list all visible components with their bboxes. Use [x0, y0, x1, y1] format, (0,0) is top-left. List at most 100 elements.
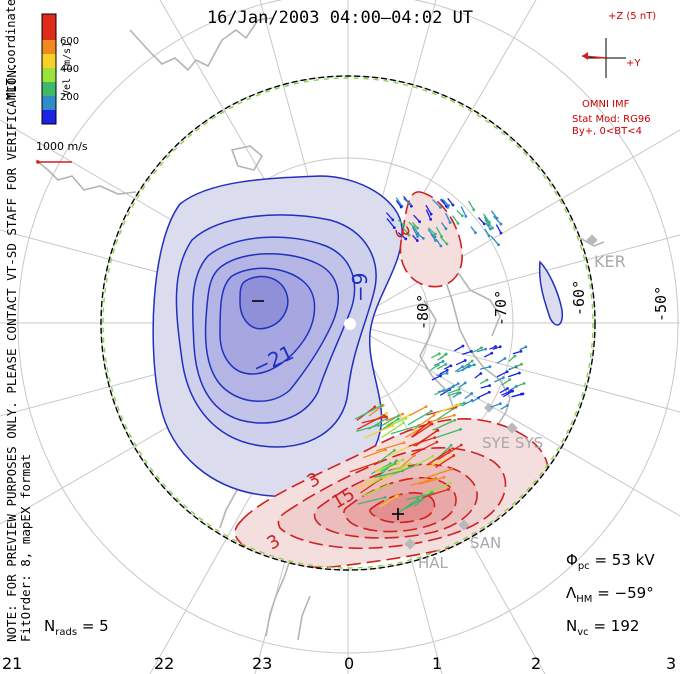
station-label-hal: HAL	[418, 554, 448, 572]
imf-dial	[581, 38, 626, 78]
mlt-label-22: 22	[154, 654, 175, 673]
velocity-vector-origin	[429, 409, 433, 413]
velocity-vector-origin	[452, 454, 456, 457]
colorbar-tick-400: 400	[60, 64, 80, 75]
velocity-vector-origin	[424, 405, 428, 409]
velocity-vector-origin	[479, 372, 483, 375]
velocity-vector-origin	[394, 459, 398, 463]
velocity-vector-origin	[517, 371, 521, 375]
velocity-vector-origin	[491, 226, 495, 230]
velocity-vector-origin	[399, 205, 403, 209]
velocity-vector-origin	[456, 382, 460, 386]
velocity-vector-origin	[416, 235, 420, 238]
velocity-vector-origin	[463, 359, 467, 362]
neg-extra-cell	[538, 260, 564, 326]
velocity-vector-origin	[488, 220, 491, 224]
velocity-vector	[418, 476, 445, 485]
velocity-vector-origin	[498, 345, 502, 349]
velocity-vector-origin	[396, 414, 400, 418]
velocity-vector	[477, 391, 490, 399]
velocity-vector	[440, 198, 447, 207]
velocity-vector	[507, 372, 520, 378]
velocity-vector	[357, 477, 377, 490]
vector-scale-label: 1000 m/s	[36, 140, 88, 153]
velocity-vector	[436, 363, 447, 370]
stat-model-label: Stat Mod: RG96	[572, 114, 651, 125]
velocity-colorbar	[41, 13, 57, 125]
velocity-vector-origin	[451, 203, 455, 207]
velocity-vector-origin	[444, 352, 448, 356]
velocity-vector-origin	[470, 392, 474, 395]
velocity-vector-origin	[447, 487, 450, 491]
velocity-vector-origin	[401, 458, 405, 462]
velocity-vector	[454, 366, 463, 373]
mlt-label-3: 3	[666, 654, 677, 673]
velocity-vector-origin	[441, 360, 445, 363]
mlt-label-21: 21	[2, 654, 23, 673]
velocity-vector-origin	[429, 212, 433, 216]
velocity-vector	[431, 353, 440, 359]
velocity-vector-origin	[490, 351, 494, 355]
colorbar-swatch	[42, 54, 56, 68]
negative-convection-cell	[152, 175, 564, 498]
velocity-vector-origin	[505, 404, 509, 407]
velocity-vector	[410, 421, 430, 438]
station-marker-sys	[484, 402, 494, 413]
velocity-vector	[395, 197, 403, 207]
velocity-vector	[433, 360, 444, 367]
velocity-vector	[380, 462, 396, 473]
velocity-vector	[422, 468, 452, 480]
velocity-vector-origin	[506, 387, 509, 390]
velocity-vector-origin	[513, 354, 517, 358]
velocity-vector-origin	[461, 344, 465, 348]
station-marker-ker	[586, 234, 598, 246]
velocity-vector	[461, 399, 473, 407]
velocity-vector-origin	[461, 365, 464, 369]
velocity-vector-origin	[459, 428, 462, 431]
velocity-vector	[436, 372, 448, 377]
velocity-vector	[377, 449, 395, 464]
velocity-vector	[415, 429, 438, 447]
velocity-vector	[507, 385, 517, 392]
velocity-vector	[396, 498, 419, 515]
velocity-vector	[380, 422, 404, 439]
hm-boundary-latitude: ΛHM = −59°	[566, 584, 654, 605]
velocity-vector-origin	[442, 475, 446, 479]
velocity-vector-origin	[385, 411, 388, 415]
velocity-vector-origin	[457, 387, 461, 391]
velocity-vector	[477, 217, 485, 225]
velocity-vector-origin	[458, 391, 462, 395]
velocity-vector-origin	[393, 462, 397, 465]
nrads-value: = 5	[81, 617, 109, 635]
colorbar-swatch	[42, 68, 56, 82]
velocity-vector	[463, 364, 475, 370]
velocity-vector-origin	[448, 221, 452, 224]
phi-symbol: Φ	[566, 551, 578, 569]
velocity-vector-origin	[439, 205, 442, 209]
velocity-vector-origin	[521, 392, 525, 396]
velocity-vector-origin	[415, 239, 419, 242]
velocity-vector-origin	[449, 481, 452, 485]
velocity-vector	[501, 379, 511, 386]
velocity-vector	[427, 229, 436, 238]
velocity-vector	[496, 371, 508, 378]
velocity-vector-origin	[434, 239, 437, 242]
velocity-vector-origin	[392, 226, 396, 230]
velocity-vectors	[349, 195, 528, 515]
velocity-vector-origin	[503, 357, 507, 360]
velocity-vector-origin	[435, 440, 439, 444]
velocity-vector	[410, 477, 436, 487]
velocity-vector-origin	[382, 414, 386, 417]
velocity-vector-origin	[444, 362, 448, 366]
velocity-vector-origin	[448, 448, 452, 452]
velocity-vector	[512, 350, 522, 355]
velocity-vector-origin	[456, 391, 460, 395]
velocity-vector-origin	[434, 476, 438, 480]
velocity-vector	[436, 404, 460, 414]
velocity-vector-origin	[499, 231, 503, 235]
velocity-vector-origin	[457, 403, 461, 407]
velocity-vector	[493, 215, 502, 225]
velocity-vector	[435, 238, 442, 247]
velocity-vector-origin	[439, 374, 442, 378]
